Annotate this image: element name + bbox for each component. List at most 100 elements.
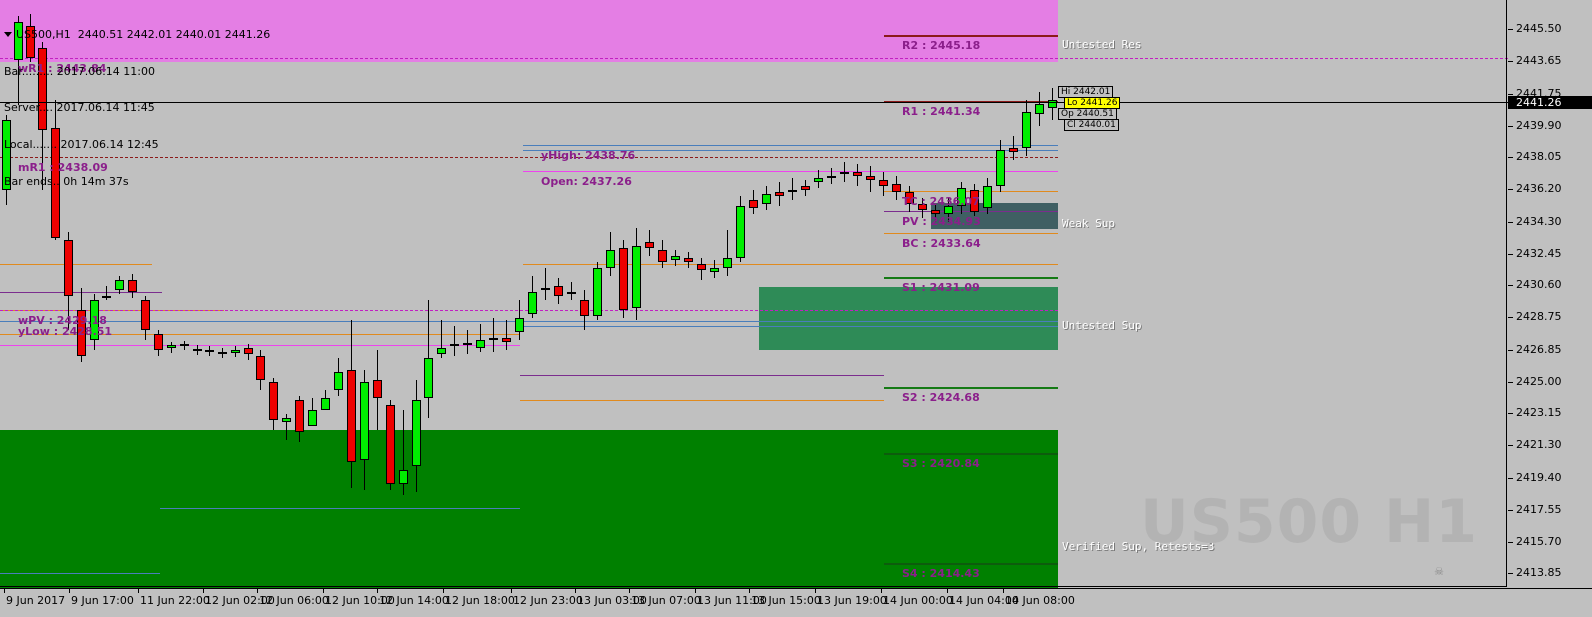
candlestick (905, 0, 914, 588)
price-tick-label: 2436.20 (1516, 182, 1562, 196)
candle-body (801, 186, 810, 190)
candle-body (167, 345, 176, 348)
candle-body (360, 382, 369, 460)
candle-body (1009, 148, 1018, 152)
level-label-wPV: wPV : 2429.18 (18, 313, 107, 327)
candle-body (463, 343, 472, 345)
candle-wick (480, 324, 481, 352)
candle-body (38, 48, 47, 130)
candle-body (723, 258, 732, 268)
indicator-line-10 (0, 334, 520, 335)
price-tick (1508, 509, 1513, 511)
candle-body (205, 350, 214, 352)
level-label-yHigh: yHigh: 2438.76 (541, 149, 636, 163)
time-tick-label: 12 Jun 02:00 (205, 594, 275, 607)
indicator-line-4 (523, 264, 1058, 265)
candlestick (892, 0, 901, 588)
symbol-ohlc-text: US500,H1 2440.51 2442.01 2440.01 2441.26 (16, 27, 271, 41)
candle-body (515, 318, 524, 332)
time-tick (443, 589, 444, 593)
candle-body (931, 210, 940, 214)
time-tick-label: 11 Jun 22:00 (140, 594, 210, 607)
candle-body (437, 348, 446, 354)
chevron-down-icon[interactable] (4, 32, 12, 38)
time-scale[interactable]: 9 Jun 2017 9 Jun 17:00 11 Jun 22:00 12 Jun … (0, 588, 1592, 617)
candle-body (879, 180, 888, 186)
zone-untested-sup (759, 287, 1058, 350)
price-tick (1508, 221, 1513, 223)
indicator-line-3 (0, 345, 520, 346)
indicator-line-7 (0, 573, 160, 574)
time-tick-label: 12 Jun 14:00 (379, 594, 449, 607)
candlestick (26, 0, 35, 588)
time-tick (749, 589, 750, 593)
candlestick (944, 0, 953, 588)
time-tick (203, 589, 204, 593)
candlestick (51, 0, 60, 588)
candlestick (528, 0, 537, 588)
candle-wick (312, 398, 313, 420)
candle-body (26, 26, 35, 58)
candlestick (399, 0, 408, 588)
candlestick (193, 0, 202, 588)
candle-body (606, 250, 615, 268)
price-tick (1508, 349, 1513, 351)
candlestick (684, 0, 693, 588)
candlestick (115, 0, 124, 588)
candle-body (193, 349, 202, 351)
candlestick (437, 0, 446, 588)
zone-note-weak-sup: Weak Sup (1062, 217, 1115, 230)
candle-body (64, 240, 73, 296)
indicator-glyph: ☠ (1434, 566, 1444, 578)
symbol-row: US500,H1 2440.51 2442.01 2440.01 2441.26 (4, 27, 271, 41)
candle-body (827, 176, 836, 178)
candle-wick (106, 286, 107, 300)
candle-body (554, 286, 563, 296)
candlestick (424, 0, 433, 588)
zone-note-untested-res: Untested Res (1062, 38, 1142, 51)
price-tick-label: 2439.90 (1516, 118, 1562, 132)
level-line-R2 (884, 34, 1058, 37)
candle-body (814, 178, 823, 182)
level-line-wR1 (0, 57, 1508, 59)
candle-wick (571, 282, 572, 300)
candlestick (502, 0, 511, 588)
candle-body (762, 194, 771, 204)
candlestick (749, 0, 758, 588)
candlestick (347, 0, 356, 588)
level-line-S1 (884, 276, 1058, 279)
candlestick (983, 0, 992, 588)
candlestick (244, 0, 253, 588)
candlestick (218, 0, 227, 588)
price-tick-label: 2430.60 (1516, 278, 1562, 292)
time-tick-label: 14 Jun 08:00 (1005, 594, 1075, 607)
candle-body (1022, 112, 1031, 148)
price-tick (1508, 477, 1513, 479)
candle-body (580, 300, 589, 316)
candlestick (775, 0, 784, 588)
time-tick (138, 589, 139, 593)
chart-plot-area[interactable]: R2 : 2445.18 wR1 : 2443.84 R1 : 2441.34 mR1… (0, 0, 1508, 588)
time-tick-label: 13 Jun 19:00 (817, 594, 887, 607)
candlestick (580, 0, 589, 588)
candle-body (90, 300, 99, 340)
info-row-local: Local....... 2017.06.14 12:45 (4, 138, 159, 152)
candle-wick (454, 326, 455, 356)
price-tick (1508, 189, 1513, 191)
zone-untested-res (0, 0, 1058, 62)
time-tick-label: 13 Jun 03:00 (577, 594, 647, 607)
candle-body (77, 310, 86, 356)
candle-wick (441, 320, 442, 358)
candlestick (541, 0, 550, 588)
indicator-line-8 (520, 375, 884, 376)
candlestick (1035, 0, 1044, 588)
candlestick (231, 0, 240, 588)
time-tick-label: 12 Jun 06:00 (259, 594, 329, 607)
time-tick (377, 589, 378, 593)
candlestick (619, 0, 628, 588)
level-label-S4: S4 : 2414.43 (902, 567, 980, 581)
candlestick (412, 0, 421, 588)
price-scale[interactable]: 2441.26 2445.50 2443.65 2441.75 2439.90 2438… (1508, 0, 1592, 588)
candlestick (205, 0, 214, 588)
